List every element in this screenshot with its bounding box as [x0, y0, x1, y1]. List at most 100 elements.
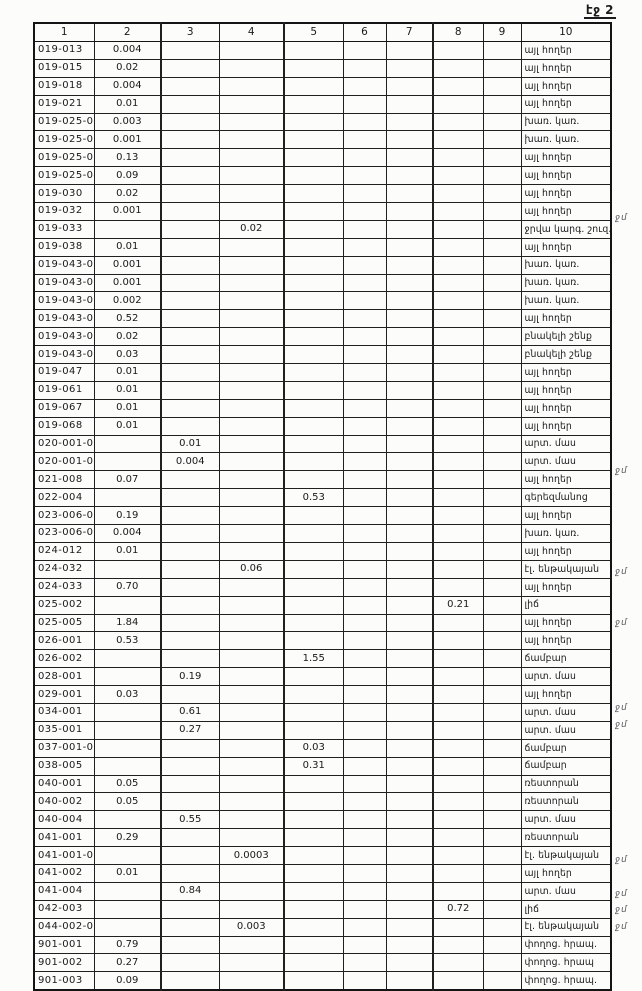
value-cell [342, 613, 387, 633]
value-cell [218, 595, 285, 615]
table-row: 028-001 0.19 արտ. մաս [33, 667, 612, 687]
value-cell [432, 863, 484, 883]
value-cell [160, 184, 220, 204]
land-use-label: խառ. կառ. [520, 112, 612, 132]
value-cell [432, 631, 484, 651]
value-cell [160, 685, 220, 704]
land-use-label: այլ հողեր [520, 541, 612, 561]
value-cell [218, 792, 285, 812]
value-cell [218, 398, 285, 418]
value-cell: 0.001 [93, 273, 162, 293]
value-cell [432, 112, 484, 132]
value-cell [160, 202, 220, 221]
value-cell [283, 559, 344, 579]
land-use-label: արտ. մաս [520, 667, 612, 687]
value-cell: 0.02 [93, 58, 162, 78]
land-use-label: այլ հողեր [520, 237, 612, 257]
value-cell [385, 846, 434, 865]
value-cell [93, 219, 162, 239]
value-cell [160, 166, 220, 186]
parcel-code: 028-001 [33, 667, 95, 687]
value-cell: 0.70 [93, 577, 162, 597]
parcel-code: 019-043-01 [33, 255, 95, 275]
land-use-label: այլ հողեր [520, 58, 612, 78]
column-header: 5 [283, 22, 344, 42]
value-cell: 0.84 [160, 881, 220, 901]
value-cell [93, 720, 162, 740]
value-cell [160, 76, 220, 96]
land-use-label: խառ. կառ. [520, 291, 612, 311]
value-cell [342, 541, 387, 561]
value-cell: 0.05 [93, 792, 162, 812]
value-cell [385, 41, 434, 60]
value-cell: 0.001 [93, 202, 162, 221]
parcel-code: 040-001 [33, 774, 95, 794]
value-cell [160, 828, 220, 848]
value-cell [283, 184, 344, 204]
value-cell [432, 738, 484, 758]
land-use-label: արտ. մաս [520, 452, 612, 472]
value-cell [482, 720, 522, 740]
value-cell [283, 935, 344, 955]
value-cell [385, 452, 434, 472]
value-cell [93, 738, 162, 758]
value-cell: 0.01 [93, 237, 162, 257]
value-cell [283, 363, 344, 382]
value-cell [432, 94, 484, 114]
land-use-label: արտ. մաս [520, 810, 612, 830]
value-cell [342, 237, 387, 257]
handwritten-margin-mark: ջմ [614, 617, 628, 629]
value-cell [283, 828, 344, 848]
value-cell [432, 846, 484, 865]
land-use-label: այլ հողեր [520, 363, 612, 382]
value-cell [385, 899, 434, 919]
value-cell [482, 184, 522, 204]
table-row: 019-033 0.02 ջրվա կարգ. շուզ. [33, 219, 612, 239]
value-cell [283, 237, 344, 257]
value-cell [218, 112, 285, 132]
value-cell [160, 112, 220, 132]
table-row: 040-004 0.55 արտ. մաս [33, 810, 612, 830]
value-cell [160, 237, 220, 257]
value-cell [93, 452, 162, 472]
value-cell: 0.004 [93, 76, 162, 96]
value-cell [283, 595, 344, 615]
value-cell [283, 631, 344, 651]
parcel-code: 019-018 [33, 76, 95, 96]
value-cell [432, 559, 484, 579]
value-cell [482, 363, 522, 382]
value-cell [218, 828, 285, 848]
value-cell [93, 434, 162, 454]
value-cell [432, 166, 484, 186]
cadastral-table: 1 2 3 4 5 6 7 8 9 10 019-013 0.004 այլ հողեր 019-015… [33, 22, 612, 991]
value-cell [482, 58, 522, 78]
land-use-label: բնակելի շենք [520, 327, 612, 347]
value-cell [342, 184, 387, 204]
table-row: 019-043-05 0.52 այլ հողեր [33, 309, 612, 329]
value-cell [482, 881, 522, 901]
value-cell [160, 917, 220, 937]
parcel-code: 038-005 [33, 756, 95, 776]
value-cell [160, 559, 220, 579]
value-cell [218, 899, 285, 919]
column-header: 1 [33, 22, 95, 42]
parcel-code: 020-001-02 [33, 434, 95, 454]
table-row: 025-002 0.21 լիճ [33, 595, 612, 615]
value-cell: 0.61 [160, 702, 220, 722]
table-row: 037-001-02 0.03 ճամբար [33, 738, 612, 758]
value-cell [283, 327, 344, 347]
value-cell [342, 452, 387, 472]
parcel-code: 019-067 [33, 398, 95, 418]
value-cell [432, 702, 484, 722]
value-cell: 0.06 [218, 559, 285, 579]
value-cell [342, 506, 387, 526]
value-cell [218, 345, 285, 365]
table-row: 019-047 0.01 այլ հողեր [33, 363, 612, 382]
value-cell [432, 255, 484, 275]
value-cell [385, 398, 434, 418]
value-cell [283, 506, 344, 526]
value-cell: 0.19 [160, 667, 220, 687]
parcel-code: 019-032 [33, 202, 95, 221]
table-row: 019-043-06 0.02 բնակելի շենք [33, 327, 612, 347]
table-row: 023-006-02 0.004 խառ. կառ. [33, 524, 612, 543]
